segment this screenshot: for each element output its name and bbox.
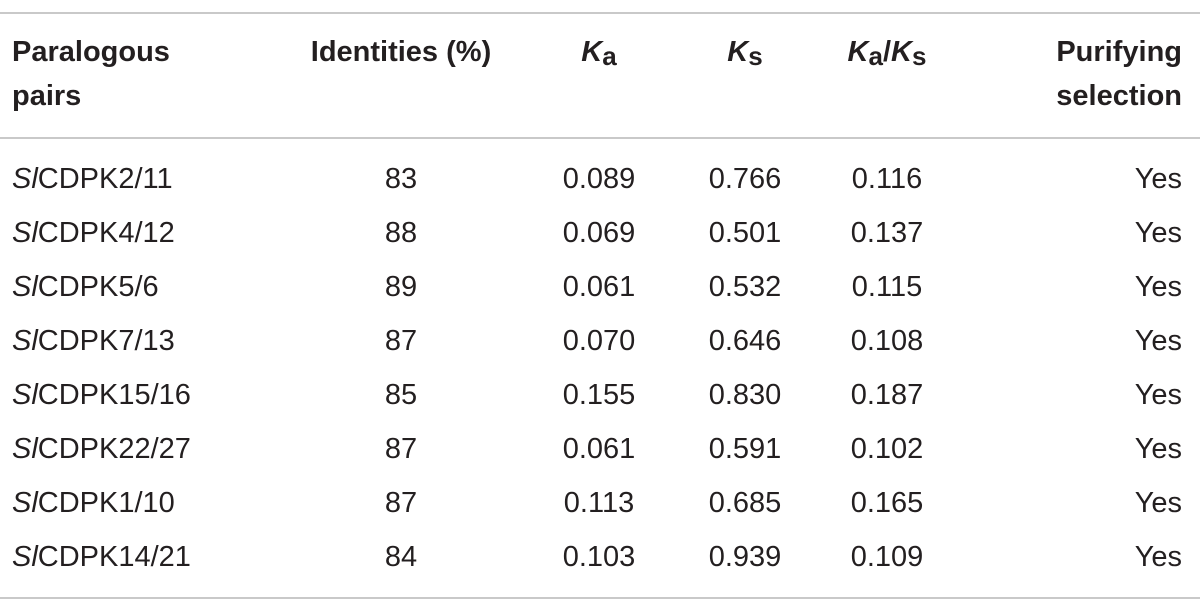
pair-species-prefix: Sl — [12, 487, 38, 519]
cell-ks: 0.532 — [708, 271, 782, 303]
cell-paralogous-pair: SlCDPK2/11 — [12, 152, 272, 206]
cell-ka: 0.089 — [562, 163, 636, 195]
pair-gene-name: CDPK22/27 — [37, 433, 191, 465]
cell-ka: 0.069 — [562, 217, 636, 249]
table-row: SlCDPK2/11 83 0.089 0.766 0.116 Yes — [0, 152, 1200, 206]
cell-purifying-selection: Yes — [1134, 217, 1182, 249]
pair-gene-name: CDPK7/13 — [37, 325, 175, 357]
header-ka-sub: a — [602, 41, 617, 71]
pair-species-prefix: Sl — [12, 541, 38, 573]
header-ka: Ka — [524, 30, 674, 78]
header-paralogous-line1: Paralogous — [12, 36, 170, 68]
cell-purifying-selection: Yes — [1134, 487, 1182, 519]
pair-species-prefix: Sl — [12, 163, 38, 195]
cell-ka-ks: 0.102 — [850, 433, 924, 465]
cell-paralogous-pair: SlCDPK4/12 — [12, 206, 272, 260]
cell-ks: 0.766 — [708, 163, 782, 195]
pair-gene-name: CDPK14/21 — [37, 541, 191, 573]
table-row: SlCDPK14/21 84 0.103 0.939 0.109 Yes — [0, 530, 1200, 584]
cell-ka: 0.103 — [562, 541, 636, 573]
header-ks-sub: s — [748, 41, 763, 71]
pair-gene-name: CDPK5/6 — [37, 271, 159, 303]
header-ks-k: K — [727, 36, 749, 68]
pair-species-prefix: Sl — [12, 217, 38, 249]
header-purifying-selection: Purifying selection — [960, 30, 1182, 118]
cell-purifying-selection: Yes — [1134, 271, 1182, 303]
header-paralogous-line2: pairs — [12, 80, 82, 112]
cell-purifying-selection: Yes — [1134, 163, 1182, 195]
table-header-rule — [0, 137, 1200, 139]
header-kaks-sub2: s — [911, 41, 927, 71]
cell-ka-ks: 0.187 — [850, 379, 924, 411]
cell-purifying-selection: Yes — [1134, 325, 1182, 357]
cell-paralogous-pair: SlCDPK15/16 — [12, 368, 272, 422]
cell-identities: 84 — [384, 541, 418, 573]
table-row: SlCDPK22/27 87 0.061 0.591 0.102 Yes — [0, 422, 1200, 476]
cell-identities: 89 — [384, 271, 418, 303]
cell-paralogous-pair: SlCDPK1/10 — [12, 476, 272, 530]
cell-ka-ks: 0.109 — [850, 541, 924, 573]
table-row: SlCDPK7/13 87 0.070 0.646 0.108 Yes — [0, 314, 1200, 368]
pair-species-prefix: Sl — [12, 379, 38, 411]
table-row: SlCDPK5/6 89 0.061 0.532 0.115 Yes — [0, 260, 1200, 314]
cell-paralogous-pair: SlCDPK22/27 — [12, 422, 272, 476]
header-kaks-k2: K — [891, 36, 912, 68]
header-kaks-sub1: a — [868, 41, 883, 71]
cell-ka-ks: 0.165 — [850, 487, 924, 519]
cell-ka: 0.061 — [562, 433, 636, 465]
cell-ka: 0.070 — [562, 325, 636, 357]
cell-purifying-selection: Yes — [1134, 433, 1182, 465]
cell-paralogous-pair: SlCDPK7/13 — [12, 314, 272, 368]
cell-ks: 0.939 — [708, 541, 782, 573]
pair-species-prefix: Sl — [12, 433, 38, 465]
header-kaks-k1: K — [847, 36, 869, 68]
cell-ks: 0.685 — [708, 487, 782, 519]
table-row: SlCDPK1/10 87 0.113 0.685 0.165 Yes — [0, 476, 1200, 530]
cell-identities: 87 — [384, 433, 418, 465]
header-ks: Ks — [670, 30, 820, 78]
header-ka-k: K — [581, 36, 603, 68]
cell-identities: 87 — [384, 325, 418, 357]
cell-ks: 0.646 — [708, 325, 782, 357]
header-purifying-line2: selection — [1056, 80, 1182, 112]
cell-identities: 88 — [384, 217, 418, 249]
pair-gene-name: CDPK2/11 — [37, 163, 173, 195]
header-ka-ks: Ka/Ks — [812, 30, 962, 78]
pair-gene-name: CDPK4/12 — [37, 217, 175, 249]
cell-ka-ks: 0.115 — [851, 271, 923, 303]
pair-species-prefix: Sl — [12, 271, 38, 303]
pair-gene-name: CDPK1/10 — [37, 487, 175, 519]
cell-ks: 0.501 — [708, 217, 782, 249]
cell-ka: 0.061 — [562, 271, 636, 303]
cell-purifying-selection: Yes — [1134, 379, 1182, 411]
header-purifying-line1: Purifying — [1056, 36, 1182, 68]
cell-ka-ks: 0.137 — [850, 217, 924, 249]
table-row: SlCDPK15/16 85 0.155 0.830 0.187 Yes — [0, 368, 1200, 422]
pair-gene-name: CDPK15/16 — [37, 379, 191, 411]
cell-identities: 83 — [384, 163, 418, 195]
cell-identities: 85 — [384, 379, 418, 411]
cell-ks: 0.830 — [708, 379, 782, 411]
header-identities-label: Identities (%) — [310, 36, 492, 68]
cell-ka-ks: 0.108 — [850, 325, 924, 357]
table-bottom-rule — [0, 597, 1200, 599]
cell-ka: 0.155 — [562, 379, 636, 411]
cell-purifying-selection: Yes — [1134, 541, 1182, 573]
cell-ka-ks: 0.116 — [851, 163, 923, 195]
header-kaks-slash: / — [882, 36, 892, 68]
pair-species-prefix: Sl — [12, 325, 38, 357]
cell-paralogous-pair: SlCDPK14/21 — [12, 530, 272, 584]
cell-ka: 0.113 — [563, 487, 635, 519]
table-row: SlCDPK4/12 88 0.069 0.501 0.137 Yes — [0, 206, 1200, 260]
cell-paralogous-pair: SlCDPK5/6 — [12, 260, 272, 314]
header-paralogous-pairs: Paralogous pairs — [12, 30, 272, 118]
header-identities: Identities (%) — [276, 30, 526, 74]
table-top-rule — [0, 12, 1200, 14]
cell-ks: 0.591 — [708, 433, 782, 465]
cell-identities: 87 — [384, 487, 418, 519]
